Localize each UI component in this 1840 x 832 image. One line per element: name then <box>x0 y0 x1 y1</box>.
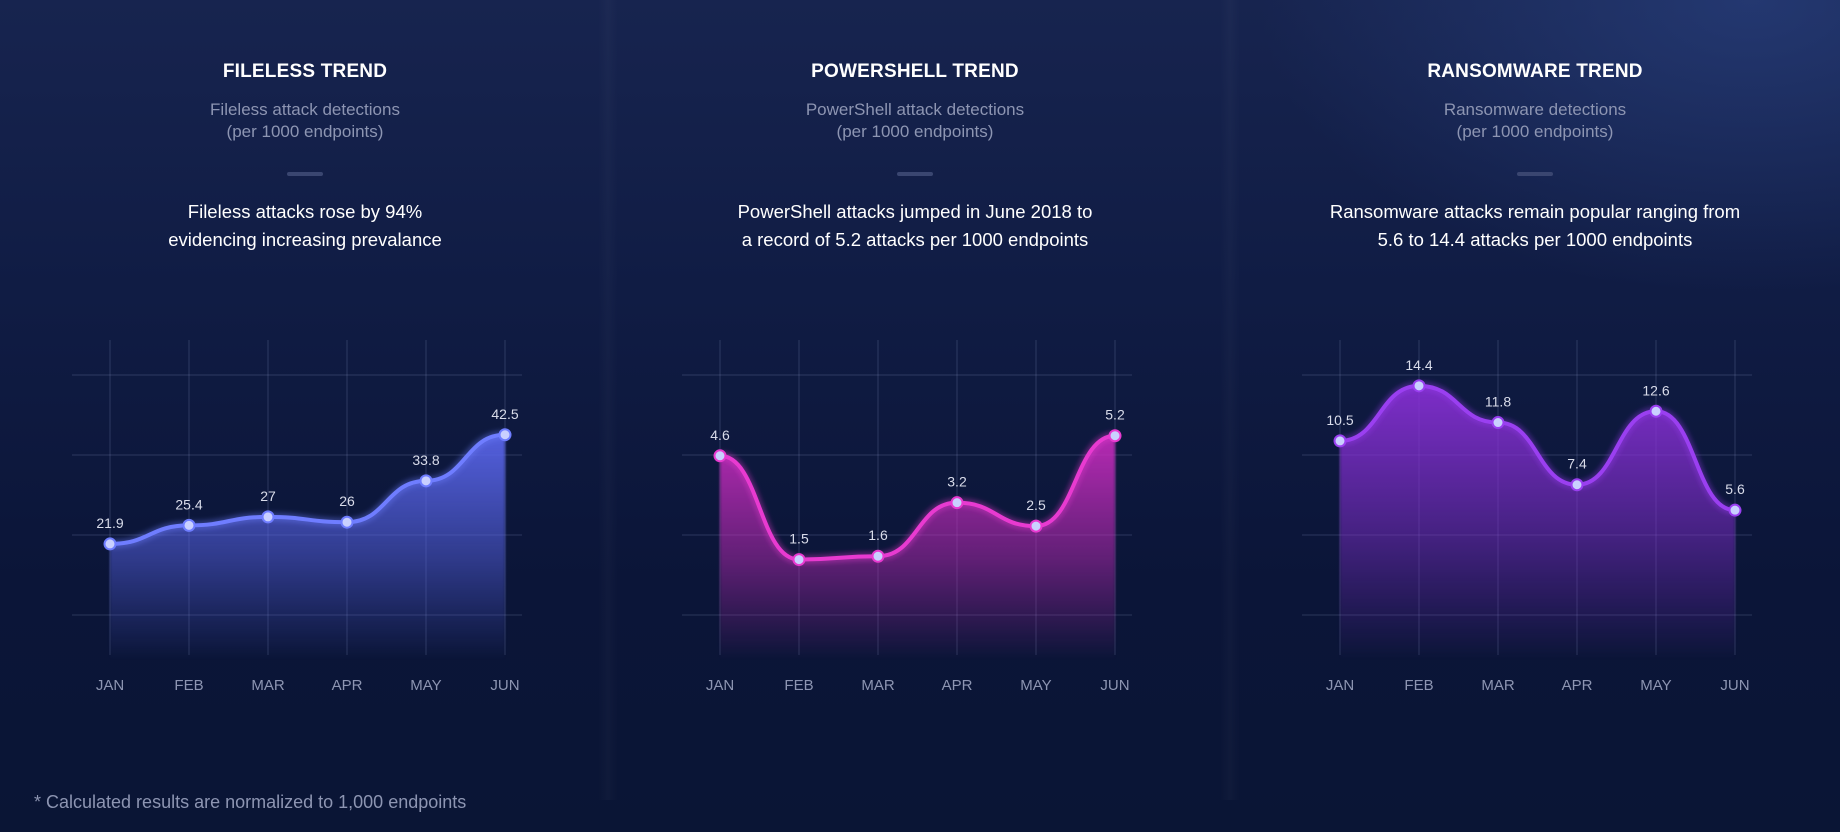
x-tick-label: JUN <box>1100 677 1129 694</box>
data-label: 1.5 <box>789 531 809 547</box>
data-point <box>1728 503 1742 517</box>
x-tick-label: FEB <box>784 677 813 694</box>
description-line: a record of 5.2 attacks per 1000 endpoin… <box>741 229 1089 250</box>
series-line <box>1338 383 1737 513</box>
chart-title: FILELESS TREND <box>222 61 388 82</box>
data-point <box>1029 519 1043 533</box>
description-line: 5.6 to 14.4 attacks per 1000 endpoints <box>1377 229 1693 250</box>
x-tick-label: MAY <box>1640 677 1671 694</box>
x-tick-label: MAR <box>1481 677 1515 694</box>
data-label: 21.9 <box>96 515 123 531</box>
data-point <box>713 449 727 463</box>
description-line: evidencing increasing prevalance <box>168 229 442 250</box>
area-fill <box>110 434 505 660</box>
chart-subtitle: Fileless attack detections (per 1000 end… <box>0 99 610 143</box>
data-point <box>498 428 512 442</box>
divider <box>1517 172 1553 176</box>
data-point <box>1570 478 1584 492</box>
data-point <box>1491 416 1505 430</box>
ransomware-panel: RANSOMWARE TREND Ransomware detections (… <box>1230 0 1840 760</box>
x-tick-label: MAR <box>251 677 285 694</box>
fileless-chart: 21.9 JAN 25.4 FEB 27 MAR 26 APR 33.8 MAY 42.5 JUN <box>72 340 522 694</box>
x-tick-label: MAY <box>1020 677 1051 694</box>
description-line: Ransomware attacks remain popular rangin… <box>1329 201 1741 222</box>
powershell-panel: POWERSHELL TREND PowerShell attack detec… <box>610 0 1220 760</box>
data-point <box>103 537 117 551</box>
x-tick-label: APR <box>942 677 973 694</box>
data-label: 33.8 <box>412 452 439 468</box>
data-point <box>261 510 275 524</box>
data-point <box>1412 379 1426 393</box>
data-point <box>340 515 354 529</box>
x-tick-label: FEB <box>174 677 203 694</box>
data-point <box>419 474 433 488</box>
area-fill <box>1340 385 1735 660</box>
data-label: 25.4 <box>175 496 202 512</box>
data-label: 5.2 <box>1105 407 1125 423</box>
data-point <box>871 549 885 563</box>
data-label: 5.6 <box>1725 481 1745 497</box>
area-fill <box>720 435 1115 660</box>
chart-subtitle: PowerShell attack detections (per 1000 e… <box>610 99 1220 143</box>
data-label: 4.6 <box>710 427 730 443</box>
chart-subtitle: Ransomware detections (per 1000 endpoint… <box>1230 99 1840 143</box>
x-tick-label: JUN <box>1720 677 1749 694</box>
data-label: 14.4 <box>1405 357 1432 373</box>
x-tick-label: JAN <box>96 677 124 694</box>
chart-description: Ransomware attacks remain popular rangin… <box>1230 198 1840 254</box>
data-point <box>1333 434 1347 448</box>
data-label: 27 <box>260 488 276 504</box>
data-label: 7.4 <box>1567 456 1587 472</box>
chart-title: POWERSHELL TREND <box>811 61 1019 82</box>
data-point <box>950 496 964 510</box>
x-tick-label: JUN <box>490 677 519 694</box>
footnote: * Calculated results are normalized to 1… <box>34 792 467 812</box>
data-label: 3.2 <box>947 474 967 490</box>
series-line <box>718 433 1117 562</box>
x-tick-label: FEB <box>1404 677 1433 694</box>
ransomware-chart: 10.5 JAN 14.4 FEB 11.8 MAR 7.4 APR 12.6 MAY 5.6 JUN <box>1302 340 1752 694</box>
chart-title: RANSOMWARE TREND <box>1427 61 1643 82</box>
powershell-chart: 4.6 JAN 1.5 FEB 1.6 MAR 3.2 APR 2.5 MAY 5.2 JUN <box>682 340 1132 694</box>
divider <box>287 172 323 176</box>
data-label: 26 <box>339 493 355 509</box>
subtitle-line: (per 1000 endpoints) <box>226 122 384 141</box>
subtitle-line: (per 1000 endpoints) <box>1456 122 1614 141</box>
description-line: PowerShell attacks jumped in June 2018 t… <box>737 201 1093 222</box>
data-label: 11.8 <box>1485 394 1511 410</box>
data-label: 42.5 <box>491 406 518 422</box>
data-label: 1.6 <box>868 527 888 543</box>
divider <box>897 172 933 176</box>
subtitle-line: (per 1000 endpoints) <box>836 122 994 141</box>
fileless-panel: FILELESS TREND Fileless attack detection… <box>0 0 610 760</box>
description-line: Fileless attacks rose by 94% <box>187 201 423 222</box>
data-point <box>182 518 196 532</box>
data-label: 12.6 <box>1642 382 1669 398</box>
data-point <box>1108 429 1122 443</box>
chart-description: Fileless attacks rose by 94% evidencing … <box>0 198 610 254</box>
x-tick-label: APR <box>332 677 363 694</box>
x-tick-label: JAN <box>1326 677 1354 694</box>
chart-description: PowerShell attacks jumped in June 2018 t… <box>610 198 1220 254</box>
data-point <box>792 553 806 567</box>
data-label: 2.5 <box>1026 497 1046 513</box>
data-label: 10.5 <box>1326 412 1353 428</box>
x-tick-label: MAR <box>861 677 895 694</box>
subtitle-line: Fileless attack detections <box>210 100 400 119</box>
subtitle-line: Ransomware detections <box>1443 100 1627 119</box>
x-tick-label: APR <box>1562 677 1593 694</box>
x-tick-label: MAY <box>410 677 441 694</box>
subtitle-line: PowerShell attack detections <box>805 100 1025 119</box>
data-point <box>1649 404 1663 418</box>
x-tick-label: JAN <box>706 677 734 694</box>
